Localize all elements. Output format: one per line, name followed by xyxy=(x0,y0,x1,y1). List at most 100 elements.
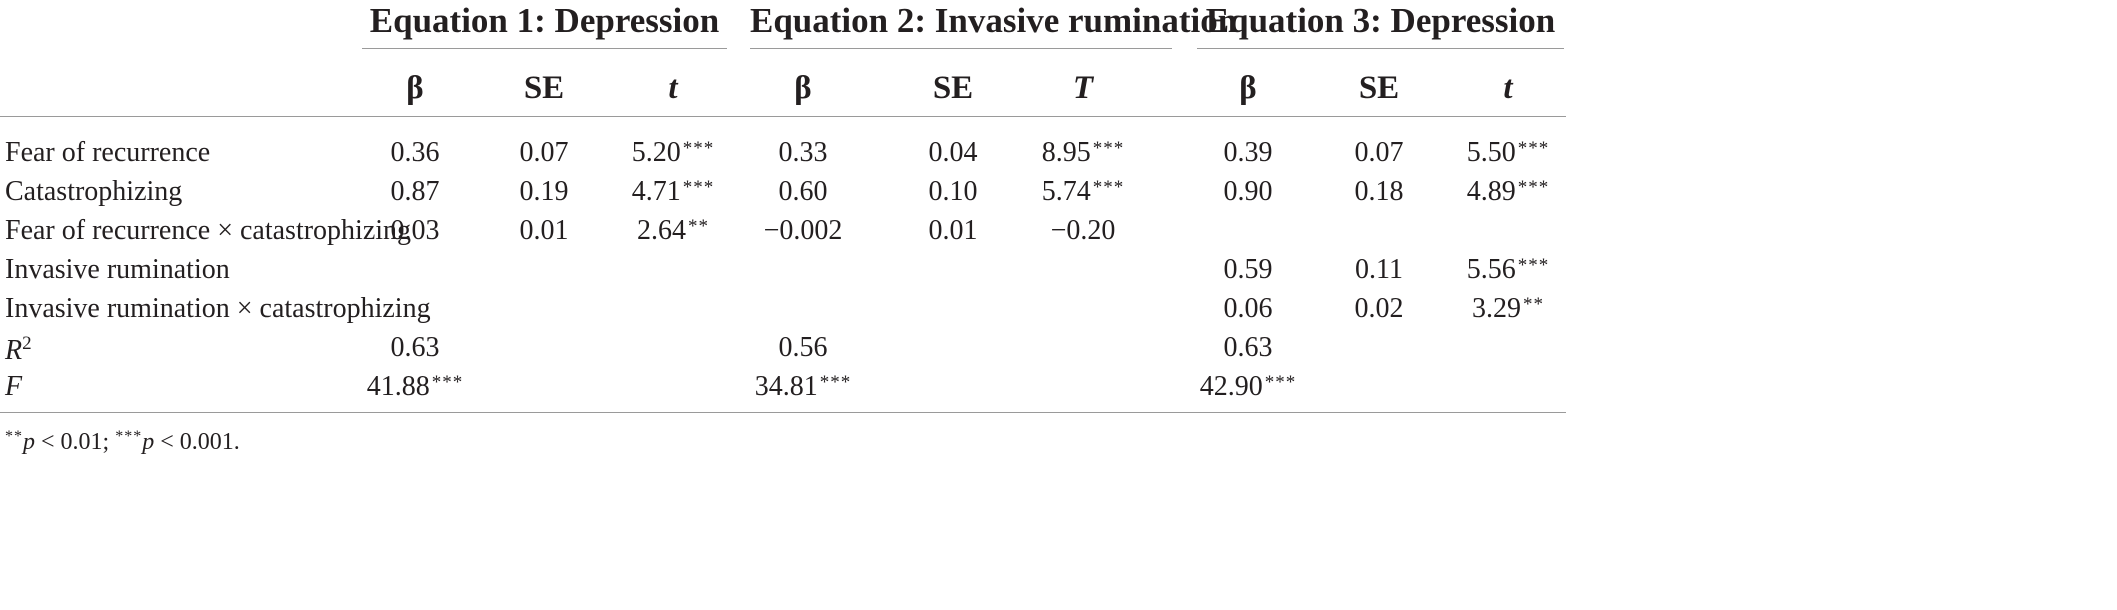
r-squared-value: 0.63 xyxy=(265,334,565,362)
table-cell: 0.01 xyxy=(394,217,694,245)
table-cell: 0.01 xyxy=(803,217,1103,245)
cell-value: 0.01 xyxy=(928,215,978,246)
table-cell: 0.10 xyxy=(803,178,1103,206)
cell-value: 5.20 xyxy=(631,137,681,168)
cell-value: −0.002 xyxy=(763,215,843,246)
footnote-text-2: < 0.001. xyxy=(154,429,240,455)
group-rule-eq3 xyxy=(1197,48,1564,49)
cell-value: 5.74 xyxy=(1041,176,1091,207)
row-label: Invasive rumination xyxy=(5,254,230,285)
cell-value: 0.18 xyxy=(1354,176,1404,207)
table-cell: 0.36 xyxy=(265,139,565,167)
col-head-t-1: t xyxy=(668,70,678,106)
table-cell: −0.20 xyxy=(933,217,1233,245)
cell-value: 8.95 xyxy=(1041,137,1091,168)
group-rule-eq1 xyxy=(362,48,727,49)
header-rule xyxy=(0,116,1566,117)
cell-value: 4.89 xyxy=(1466,176,1516,207)
cell-value: 0.87 xyxy=(390,176,440,207)
table-cell: 0.07 xyxy=(1229,139,1529,167)
table-cell: 5.20 *** xyxy=(523,139,823,167)
significance-stars: *** xyxy=(682,177,715,198)
col-head-se-3: SE xyxy=(1358,70,1400,106)
group-rule-eq2 xyxy=(750,48,1172,49)
col-head-t-3: t xyxy=(1503,70,1513,106)
cell-value: 0.03 xyxy=(390,215,440,246)
footnote-stars-1: ** xyxy=(5,428,23,445)
r-squared-value: 0.56 xyxy=(653,334,953,362)
cell-value: 5.50 xyxy=(1466,137,1516,168)
col-head-t-2: T xyxy=(1072,70,1094,106)
cell-value: 3.29 xyxy=(1472,293,1521,324)
cell-value: 0.19 xyxy=(519,176,569,207)
significance-stars: ** xyxy=(1523,294,1544,315)
table-cell: 0.02 xyxy=(1229,295,1529,323)
col-head-beta-2: β xyxy=(794,70,812,106)
cell-value: 0.04 xyxy=(928,137,978,168)
cell-value: −0.20 xyxy=(1050,215,1116,246)
group-title-eq2: Equation 2: Invasive rumination xyxy=(750,1,1238,40)
table-cell: 0.07 xyxy=(394,139,694,167)
footnote: **p < 0.01; ***p < 0.001. xyxy=(5,428,240,455)
cell-value: 41.88 xyxy=(366,371,430,402)
cell-value: 34.81 xyxy=(754,371,818,402)
table-cell: 0.04 xyxy=(803,139,1103,167)
cell-value: 4.71 xyxy=(631,176,681,207)
table-cell: 8.95 *** xyxy=(933,139,1233,167)
table-cell: 0.59 xyxy=(1098,256,1398,284)
cell-value: 0.07 xyxy=(1354,137,1404,168)
cell-value: 0.07 xyxy=(519,137,569,168)
table-cell: 0.39 xyxy=(1098,139,1398,167)
footnote-p-1: p xyxy=(23,429,35,455)
r-squared-exponent: 2 xyxy=(22,333,32,354)
table-cell: 4.89 *** xyxy=(1358,178,1658,206)
f-value: 41.88 *** xyxy=(265,373,565,401)
table-cell: 0.33 xyxy=(653,139,953,167)
r-squared-label: R2 xyxy=(5,334,32,365)
table-cell: 5.56 *** xyxy=(1358,256,1658,284)
significance-stars: *** xyxy=(682,138,715,159)
cell-value: 0.02 xyxy=(1354,293,1404,324)
row-label: Invasive rumination × catastrophizing xyxy=(5,293,431,324)
cell-value: 0.39 xyxy=(1223,137,1273,168)
cell-value: 0.33 xyxy=(778,137,828,168)
col-head-beta-3: β xyxy=(1239,70,1257,106)
row-label: Fear of recurrence xyxy=(5,137,211,168)
table-cell: 0.03 xyxy=(265,217,565,245)
cell-value: 0.56 xyxy=(778,332,828,363)
significance-stars: *** xyxy=(1517,177,1550,198)
col-head-beta-1: β xyxy=(406,70,424,106)
significance-stars: *** xyxy=(1092,177,1125,198)
cell-value: 0.01 xyxy=(519,215,569,246)
f-value: 42.90 *** xyxy=(1098,373,1398,401)
footnote-p-2: p xyxy=(142,429,155,455)
table-bottom-rule xyxy=(0,412,1566,413)
table-cell: 2.64 ** xyxy=(523,217,823,245)
footnote-text-1: < 0.01; xyxy=(35,429,116,455)
table-cell: 0.06 xyxy=(1098,295,1398,323)
cell-value: 0.90 xyxy=(1223,176,1273,207)
row-label: Fear of recurrence × catastrophizing xyxy=(5,215,412,246)
f-value: 34.81 *** xyxy=(653,373,953,401)
significance-stars: *** xyxy=(1092,138,1125,159)
table-cell: 0.18 xyxy=(1229,178,1529,206)
cell-value: 5.56 xyxy=(1466,254,1516,285)
cell-value: 0.59 xyxy=(1223,254,1273,285)
col-head-se-2: SE xyxy=(932,70,974,106)
r-squared-symbol: R xyxy=(5,335,23,366)
cell-value: 0.63 xyxy=(1223,332,1273,363)
significance-stars: *** xyxy=(1517,255,1550,276)
footnote-stars-2: *** xyxy=(115,428,143,445)
cell-value: 2.64 xyxy=(637,215,686,246)
cell-value: 0.60 xyxy=(778,176,828,207)
significance-stars: *** xyxy=(819,372,852,393)
table-cell: 0.87 xyxy=(265,178,565,206)
cell-value: 0.06 xyxy=(1223,293,1273,324)
table-cell: 0.90 xyxy=(1098,178,1398,206)
table-cell: 5.74 *** xyxy=(933,178,1233,206)
r-squared-value: 0.63 xyxy=(1098,334,1398,362)
group-title-eq1: Equation 1: Depression xyxy=(369,1,720,40)
group-title-eq3: Equation 3: Depression xyxy=(1205,1,1556,40)
significance-stars: *** xyxy=(431,372,464,393)
row-label: Catastrophizing xyxy=(5,176,183,207)
